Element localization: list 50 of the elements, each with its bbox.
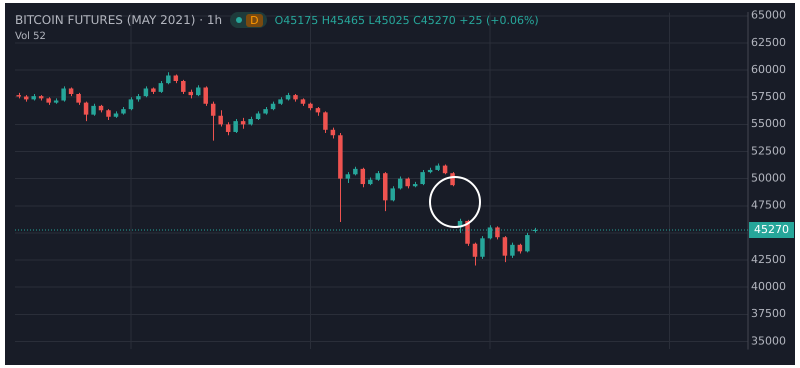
candlestick xyxy=(472,242,478,266)
candlestick xyxy=(442,164,448,175)
candlestick xyxy=(203,86,208,106)
annotation: Vol 52 xyxy=(15,31,46,42)
candlestick xyxy=(61,86,66,102)
ref-line-label: 45270 xyxy=(754,222,790,236)
y-tick-label: 57500 xyxy=(751,90,786,104)
y-tick-label: 65000 xyxy=(751,8,786,22)
y-tick-label: 50000 xyxy=(751,171,786,184)
candlestick xyxy=(502,236,508,263)
candlestick xyxy=(144,86,148,98)
y-tick-label: 55000 xyxy=(751,117,786,130)
candlestick xyxy=(196,84,200,97)
y-tick-label: 47500 xyxy=(751,198,786,212)
candlestick xyxy=(210,101,216,142)
candlestick xyxy=(390,186,395,202)
candlestick xyxy=(518,243,522,254)
candlestick xyxy=(360,167,366,188)
candlestick xyxy=(91,103,96,116)
candlestick xyxy=(181,79,186,94)
y-tick-label: 62500 xyxy=(751,36,786,49)
candlestick xyxy=(405,177,410,189)
y-tick-label: 52500 xyxy=(751,144,786,158)
candlestick xyxy=(495,226,500,240)
candlestick xyxy=(128,96,134,111)
y-tick-label: 40000 xyxy=(751,280,786,294)
candlestick xyxy=(166,72,171,85)
y-tick-label: 60000 xyxy=(751,62,786,76)
candlestick xyxy=(376,170,380,182)
candlestick xyxy=(420,169,425,186)
y-tick-label: 42500 xyxy=(751,252,786,266)
candlestick xyxy=(330,127,336,139)
candlestick xyxy=(233,118,238,134)
candlestick xyxy=(218,110,223,128)
candlestick xyxy=(158,80,164,94)
candlestick xyxy=(398,176,402,190)
candlestick xyxy=(240,117,246,130)
candlestick xyxy=(480,236,485,260)
annotation: D xyxy=(246,14,263,26)
candlestick xyxy=(226,122,230,136)
candlestick xyxy=(76,92,81,106)
annotation: O45175 H45465 L45025 C45270 +25 (+0.06%) xyxy=(274,14,539,26)
candlestick xyxy=(510,242,515,258)
candlestick xyxy=(323,110,328,134)
y-tick-label: 37500 xyxy=(751,307,786,320)
candlestick xyxy=(346,172,350,184)
candlestick xyxy=(84,101,88,122)
y-tick-label: 35000 xyxy=(751,334,786,348)
chart-title: BITCOIN FUTURES (MAY 2021) · 1h xyxy=(15,13,222,27)
candlestick xyxy=(525,232,530,253)
